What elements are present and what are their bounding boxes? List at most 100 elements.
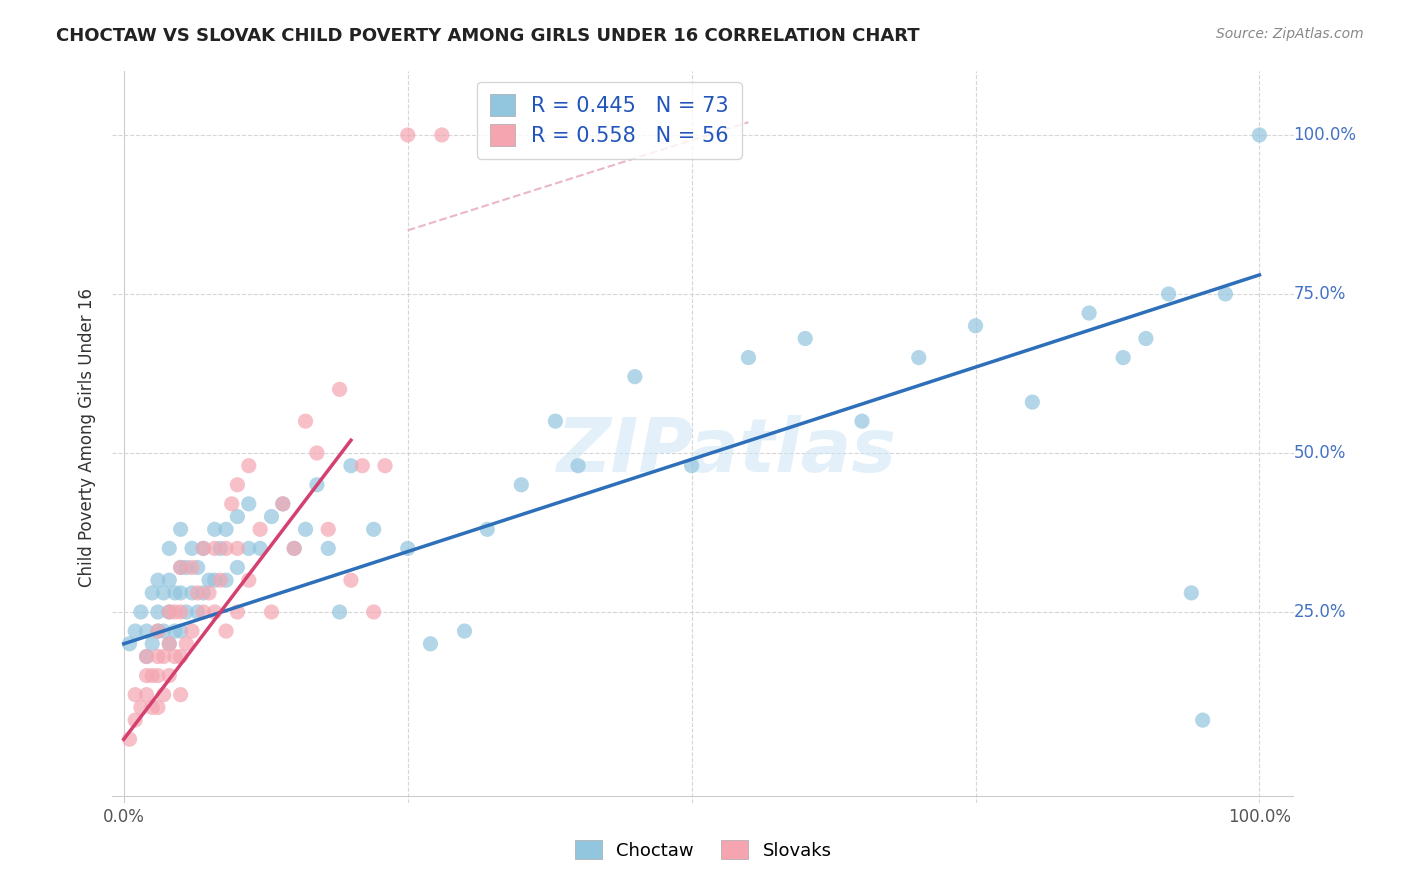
Point xyxy=(174,560,197,574)
Point xyxy=(163,649,186,664)
Point xyxy=(146,668,169,682)
Point xyxy=(204,522,226,536)
Point xyxy=(1112,351,1135,365)
Point xyxy=(510,477,533,491)
Point xyxy=(146,649,169,664)
Point xyxy=(141,668,163,682)
Point xyxy=(1215,287,1237,301)
Legend: Choctaw, Slovaks: Choctaw, Slovaks xyxy=(568,833,838,867)
Point xyxy=(135,649,157,664)
Point xyxy=(1157,287,1180,301)
Point xyxy=(141,637,163,651)
Point xyxy=(1249,128,1271,142)
Point xyxy=(187,605,209,619)
Point xyxy=(238,541,260,556)
Point xyxy=(163,586,186,600)
Point xyxy=(215,624,238,638)
Point xyxy=(169,624,191,638)
Point xyxy=(193,541,215,556)
Point xyxy=(141,586,163,600)
Point xyxy=(135,649,157,664)
Point xyxy=(118,732,141,747)
Point xyxy=(169,586,191,600)
Point xyxy=(544,414,567,428)
Point xyxy=(129,700,152,714)
Point xyxy=(169,560,191,574)
Point xyxy=(193,605,215,619)
Point xyxy=(283,541,305,556)
Point xyxy=(181,624,204,638)
Point xyxy=(152,586,174,600)
Point xyxy=(851,414,873,428)
Point xyxy=(271,497,294,511)
Point xyxy=(794,331,817,345)
Point xyxy=(737,351,759,365)
Point xyxy=(181,560,204,574)
Point xyxy=(198,573,221,587)
Text: 100.0%: 100.0% xyxy=(1294,126,1357,144)
Point xyxy=(135,624,157,638)
Point xyxy=(340,458,363,473)
Point xyxy=(181,541,204,556)
Point xyxy=(157,668,180,682)
Point xyxy=(169,688,191,702)
Point xyxy=(305,446,328,460)
Point xyxy=(157,605,180,619)
Point xyxy=(1078,306,1101,320)
Text: 50.0%: 50.0% xyxy=(1294,444,1346,462)
Point xyxy=(624,369,647,384)
Point xyxy=(430,128,453,142)
Point xyxy=(249,522,271,536)
Point xyxy=(174,605,197,619)
Point xyxy=(152,624,174,638)
Point xyxy=(249,541,271,556)
Point xyxy=(146,700,169,714)
Point xyxy=(453,624,475,638)
Point xyxy=(374,458,396,473)
Point xyxy=(163,605,186,619)
Point xyxy=(316,522,339,536)
Point xyxy=(157,637,180,651)
Point xyxy=(419,637,441,651)
Point xyxy=(215,573,238,587)
Point xyxy=(169,605,191,619)
Point xyxy=(238,497,260,511)
Point xyxy=(146,605,169,619)
Point xyxy=(204,573,226,587)
Point xyxy=(146,624,169,638)
Point xyxy=(157,541,180,556)
Point xyxy=(363,605,385,619)
Point xyxy=(329,605,352,619)
Point xyxy=(215,522,238,536)
Point xyxy=(329,383,352,397)
Point xyxy=(226,605,249,619)
Point xyxy=(129,605,152,619)
Point xyxy=(204,605,226,619)
Point xyxy=(226,477,249,491)
Point xyxy=(965,318,987,333)
Text: ZIPatlas: ZIPatlas xyxy=(557,415,897,488)
Point xyxy=(316,541,339,556)
Point xyxy=(124,688,146,702)
Point xyxy=(260,605,283,619)
Point xyxy=(1135,331,1157,345)
Point xyxy=(294,522,316,536)
Text: 25.0%: 25.0% xyxy=(1294,603,1346,621)
Point xyxy=(135,688,157,702)
Text: CHOCTAW VS SLOVAK CHILD POVERTY AMONG GIRLS UNDER 16 CORRELATION CHART: CHOCTAW VS SLOVAK CHILD POVERTY AMONG GI… xyxy=(56,27,920,45)
Point xyxy=(174,637,197,651)
Point xyxy=(215,541,238,556)
Point xyxy=(226,541,249,556)
Point xyxy=(396,128,419,142)
Y-axis label: Child Poverty Among Girls Under 16: Child Poverty Among Girls Under 16 xyxy=(77,287,96,587)
Point xyxy=(118,637,141,651)
Point xyxy=(209,541,232,556)
Point xyxy=(124,713,146,727)
Point xyxy=(157,573,180,587)
Point xyxy=(226,560,249,574)
Point xyxy=(340,573,363,587)
Point xyxy=(152,688,174,702)
Point xyxy=(198,586,221,600)
Point xyxy=(169,649,191,664)
Point xyxy=(157,605,180,619)
